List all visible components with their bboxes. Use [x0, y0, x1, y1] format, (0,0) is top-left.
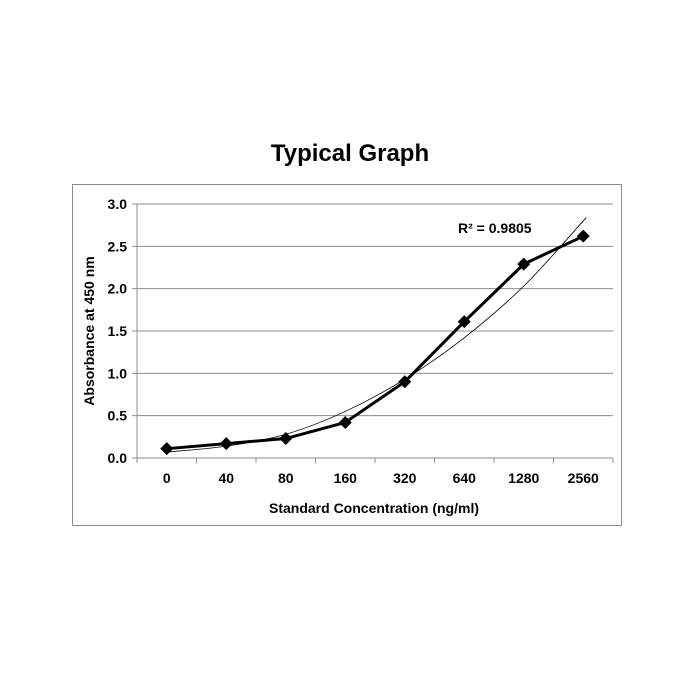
data-point-diamond-3 — [338, 415, 352, 429]
chart-frame — [72, 184, 622, 526]
x-axis-title: Standard Concentration (ng/ml) — [269, 500, 479, 516]
y-tick-label-5: 2.5 — [108, 238, 128, 254]
axes: 0.0 0.5 1.0 1.5 2.0 2.5 3.0 0 40 80 160 320 640 1280 2… — [108, 196, 614, 486]
x-tick-label-3: 160 — [334, 470, 358, 486]
y-tick-label-3: 1.5 — [108, 323, 128, 339]
data-point-diamond-4 — [398, 375, 412, 389]
data-series — [160, 229, 590, 456]
y-tick-label-2: 1.0 — [108, 365, 128, 381]
data-point-diamond-7 — [576, 229, 590, 243]
x-tick-label-1: 40 — [218, 470, 234, 486]
gridlines — [137, 203, 613, 417]
x-tick-label-7: 2560 — [568, 470, 599, 486]
y-tick-label-4: 2.0 — [108, 281, 128, 297]
labels: R² = 0.9805 Standard Concentration (ng/m… — [81, 220, 532, 516]
x-tick-label-4: 320 — [393, 470, 417, 486]
data-point-diamond-2 — [279, 432, 293, 446]
trendline-curve — [166, 217, 587, 453]
chart-title: Typical Graph — [270, 140, 430, 167]
x-tick-label-2: 80 — [278, 470, 294, 486]
data-point-diamond-1 — [219, 437, 233, 451]
data-point-diamond-6 — [517, 257, 531, 271]
r-squared-annotation: R² = 0.9805 — [458, 220, 532, 236]
x-tick-label-6: 1280 — [508, 470, 539, 486]
data-point-diamond-5 — [457, 315, 471, 329]
data-point-diamond-0 — [160, 442, 174, 456]
trendline — [166, 217, 587, 453]
y-axis-title: Absorbance at 450 nm — [81, 256, 97, 405]
x-tick-label-5: 640 — [453, 470, 477, 486]
y-tick-label-6: 3.0 — [108, 196, 128, 212]
y-tick-label-1: 0.5 — [108, 408, 128, 424]
series-line-0 — [166, 234, 584, 451]
x-tick-label-0: 0 — [163, 470, 171, 486]
y-tick-label-0: 0.0 — [108, 450, 128, 466]
